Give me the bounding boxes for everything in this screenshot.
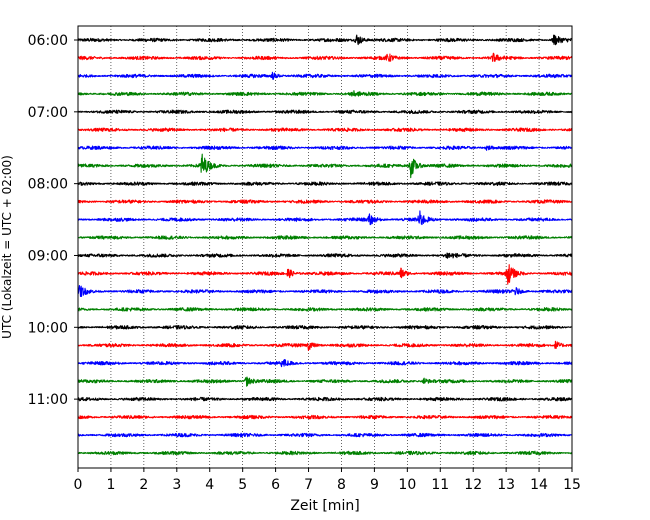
trace-line [77, 199, 573, 204]
y-axis-label: UTC (Lokalzeit = UTC + 02:00) [0, 155, 14, 339]
x-tick-label: 5 [238, 477, 247, 493]
y-tick-label: 07:00 [28, 105, 68, 121]
trace-line [77, 325, 573, 330]
x-tick-label: 8 [337, 477, 346, 493]
x-tick-label: 6 [271, 477, 280, 493]
trace-line [77, 235, 573, 240]
trace-line [77, 432, 573, 438]
y-axis-ticks: 06:00 07:00 08:00 09:00 10:00 11:00 [28, 33, 78, 408]
trace-line [77, 264, 573, 285]
x-tick-label: 0 [74, 477, 83, 493]
y-tick-label: 08:00 [28, 177, 68, 193]
x-tick-label: 2 [139, 477, 148, 493]
x-tick-label: 4 [205, 477, 214, 493]
x-axis-ticks: 0 1 2 3 4 5 6 7 8 9 10 11 12 13 14 15 [74, 468, 581, 493]
trace-line [77, 90, 573, 97]
trace-line [77, 34, 573, 46]
trace-line [77, 450, 573, 456]
x-tick-label: 11 [431, 477, 449, 493]
trace-line [77, 376, 573, 387]
trace-line [77, 71, 573, 80]
trace-line [77, 396, 573, 402]
x-tick-label: 1 [106, 477, 115, 493]
trace-line [77, 414, 573, 420]
plot-frame [77, 25, 573, 469]
traces [77, 34, 573, 456]
x-tick-label: 13 [497, 477, 515, 493]
x-tick-label: 14 [530, 477, 548, 493]
plot-background [78, 26, 572, 468]
trace-line [77, 145, 573, 151]
x-axis-label: Zeit [min] [290, 498, 359, 514]
x-tick-label: 10 [398, 477, 416, 493]
x-tick-label: 3 [172, 477, 181, 493]
trace-line [77, 181, 573, 186]
y-tick-label: 09:00 [28, 248, 68, 264]
trace-line [77, 252, 573, 259]
trace-line [77, 52, 573, 62]
trace-line [77, 307, 573, 312]
x-tick-label: 7 [304, 477, 313, 493]
x-tick-label: 9 [370, 477, 379, 493]
y-tick-label: 06:00 [28, 33, 68, 49]
trace-line [77, 153, 573, 179]
y-tick-label: 10:00 [28, 320, 68, 336]
trace-line [77, 285, 573, 298]
y-tick-label: 11:00 [28, 392, 68, 408]
trace-line [77, 340, 573, 352]
x-tick-label: 12 [464, 477, 482, 493]
x-tick-label: 15 [563, 477, 581, 493]
trace-line [77, 358, 573, 368]
trace-line [77, 127, 573, 133]
trace-line [77, 210, 573, 226]
trace-line [77, 109, 573, 115]
